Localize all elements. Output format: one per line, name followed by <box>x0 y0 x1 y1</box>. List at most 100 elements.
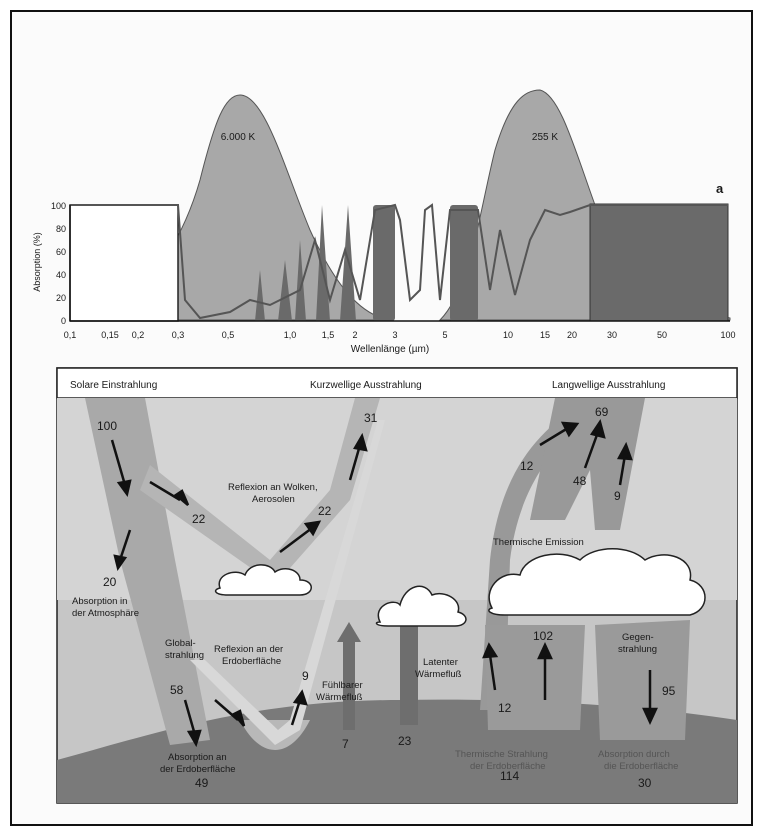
absorption-spectrum-line <box>70 203 728 320</box>
absorption-block-ir-right <box>589 203 729 322</box>
x-tick-label: 10 <box>503 330 513 340</box>
arrow-head <box>616 441 633 461</box>
arrow-head <box>482 642 499 659</box>
x-tick-label: 0,1 <box>64 330 77 340</box>
label-thermal-surface: Thermische Strahlung <box>455 749 548 760</box>
arrow-head <box>292 689 308 706</box>
value-100: 100 <box>97 419 117 433</box>
value-58: 58 <box>170 683 184 697</box>
arrow-shortwave-out <box>348 444 362 481</box>
header-solar: Solare Einstrahlung <box>70 380 157 391</box>
solar-incoming-band <box>85 398 210 745</box>
arrow-head <box>589 419 606 439</box>
arrow-head <box>560 421 580 438</box>
sun-curve-label: 6.000 K <box>221 132 256 143</box>
arrow-surface-reflect-out <box>290 699 302 726</box>
value-31: 31 <box>364 411 378 425</box>
label-absorption-surface-b: die Erdoberfläche <box>604 761 678 772</box>
arrow-head <box>353 432 368 452</box>
sensible-heat-column <box>343 640 355 730</box>
arrow-surface-absorption <box>183 699 197 736</box>
value-30: 30 <box>638 776 652 790</box>
arrow-solar-down <box>110 439 127 486</box>
cloud-large <box>488 548 706 616</box>
value-12a: 12 <box>520 459 534 473</box>
label-sensible-heat: Wärmefluß <box>316 692 363 703</box>
label-reflection-clouds: Reflexion an Wolken, <box>228 482 318 493</box>
arrow-reflect-clouds <box>149 480 181 502</box>
sensible-heat-arrowhead <box>337 622 361 642</box>
x-tick-label: 0,2 <box>132 330 145 340</box>
value-23: 23 <box>398 734 412 748</box>
arrow-atm-absorption <box>118 529 132 561</box>
label-absorption-atmosphere: Absorption in <box>72 596 127 607</box>
panel-a-label: a <box>716 181 724 196</box>
value-22a: 22 <box>192 512 206 526</box>
arrow-head <box>232 709 246 727</box>
header-shortwave: Kurzwellige Ausstrahlung <box>310 380 422 391</box>
label-thermal-surface: der Erdoberfläche <box>470 761 546 772</box>
label-absorption-surface: der Erdoberfläche <box>160 764 236 775</box>
x-tick-label: 15 <box>540 330 550 340</box>
x-tick-label: 5 <box>442 330 447 340</box>
value-69: 69 <box>595 405 609 419</box>
label-global-radiation: strahlung <box>165 650 204 661</box>
x-tick-label: 3 <box>392 330 397 340</box>
arrow-head <box>537 642 553 660</box>
value-114: 114 <box>500 769 519 783</box>
value-7: 7 <box>342 737 349 751</box>
x-tick-label: 50 <box>657 330 667 340</box>
cloud-middle <box>375 585 467 627</box>
label-thermal-emission: Thermische Emission <box>493 537 584 548</box>
value-48: 48 <box>573 474 587 488</box>
arrow-thermal-9 <box>618 454 627 486</box>
cloud-small <box>214 564 312 596</box>
value-102: 102 <box>533 629 553 643</box>
value-22b: 22 <box>318 504 332 518</box>
header-longwave: Langwellige Ausstrahlung <box>552 380 665 391</box>
arrow-thermal-48 <box>583 431 600 469</box>
x-tick-label: 0,3 <box>172 330 185 340</box>
arrow-thermal-12 <box>539 426 569 447</box>
arrow-head <box>173 489 190 506</box>
label-counter-radiation: Gegen- <box>622 632 654 643</box>
arrow-group <box>110 419 658 748</box>
label-reflection-surface: Reflexion an der <box>214 644 283 655</box>
absorption-block-1 <box>373 205 395 321</box>
x-tick-label: 100 <box>720 330 735 340</box>
label-sensible-heat: Fühlbarer <box>322 680 363 691</box>
label-counter-radiation: strahlung <box>618 644 657 655</box>
arrow-head <box>642 707 658 725</box>
arrow-head <box>116 479 132 497</box>
y-tick-label: 100 <box>51 201 66 211</box>
value-95: 95 <box>662 684 676 698</box>
absorption-peaks <box>255 205 356 321</box>
x-tick-label: 0,5 <box>222 330 235 340</box>
earth-curve-label: 255 K <box>532 132 558 143</box>
counter-radiation-block <box>595 620 690 740</box>
latent-heat-column <box>400 620 418 725</box>
arrow-thermal-12b <box>488 654 497 691</box>
absorption-block-uv <box>69 204 179 322</box>
value-9a: 9 <box>614 489 621 503</box>
reflection-band-clouds <box>140 398 380 585</box>
y-tick-label: 80 <box>56 224 66 234</box>
label-latent-heat: Wärmefluß <box>415 669 462 680</box>
y-axis-label: Absorption (%) <box>32 232 42 292</box>
arrow-head <box>186 729 202 748</box>
y-tick-label: 0 <box>61 316 66 326</box>
x-tick-label: 0,15 <box>101 330 119 340</box>
x-tick-label: 1,5 <box>322 330 335 340</box>
x-tick-label: 20 <box>567 330 577 340</box>
value-49: 49 <box>195 776 209 790</box>
label-latent-heat: Latenter <box>423 657 458 668</box>
arrow-head <box>303 520 322 537</box>
x-tick-label: 1,0 <box>284 330 297 340</box>
y-tick-label: 40 <box>56 270 66 280</box>
y-tick-label: 60 <box>56 247 66 257</box>
value-12b: 12 <box>498 701 512 715</box>
label-absorption-surface-b: Absorption durch <box>598 749 670 760</box>
x-tick-label: 2 <box>352 330 357 340</box>
label-absorption-atmosphere: der Atmosphäre <box>72 608 139 619</box>
label-reflection-clouds: Aerosolen <box>252 494 295 505</box>
